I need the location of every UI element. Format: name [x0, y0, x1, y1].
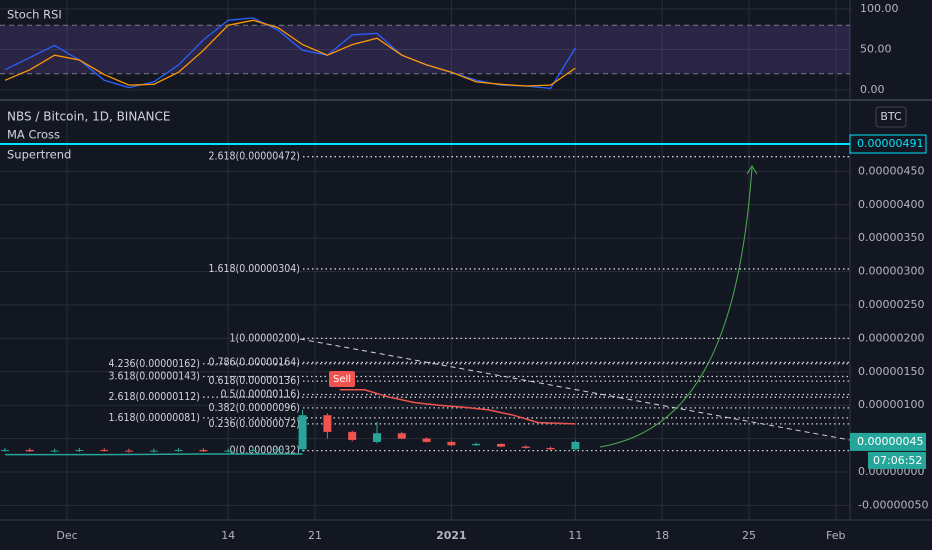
countdown-label: 07:06:52	[873, 454, 922, 467]
candle-body	[447, 441, 456, 446]
price-tick-label: 0.00000450	[858, 164, 924, 177]
time-tick-label: 18	[655, 529, 669, 542]
fib-label: 0.618(0.00000136)	[209, 375, 301, 387]
candle-body	[100, 449, 109, 451]
candle-body	[521, 446, 530, 448]
price-tick-label: 0.00000400	[858, 198, 924, 211]
countdown-badge	[868, 451, 926, 469]
candle-body	[1, 449, 9, 451]
plot: 100.00 50.00 0.00 0.00000450 0.00000400 0.000…	[0, 2, 928, 542]
price-tick-label: 0.00000150	[858, 365, 924, 378]
stoch-band	[0, 25, 850, 74]
price-tick-label: 0.00000200	[858, 331, 924, 344]
time-tick-label: Dec	[56, 529, 77, 542]
candle-body	[348, 431, 357, 440]
time-tick-label: 25	[742, 529, 756, 542]
fib-label: 2.618(0.00000472)	[209, 151, 301, 163]
currency-badge[interactable]	[875, 106, 907, 128]
fib-label: 0.5(0.00000116)	[221, 389, 300, 401]
stoch-tick-label: 50.00	[860, 43, 892, 56]
trend-line	[299, 338, 851, 441]
indicator-title: MA Cross	[7, 128, 60, 142]
symbol-title: NBS / Bitcoin, 1D, BINANCE	[7, 110, 170, 124]
price-tick-label: 0.00000350	[858, 231, 924, 244]
candle-body	[373, 433, 381, 442]
fib-label: 4.236(0.00000162)	[109, 358, 201, 370]
alert-label: 0.00000491	[857, 137, 923, 150]
candle-body	[75, 449, 84, 451]
fib-label: 1.618(0.00000304)	[209, 263, 301, 275]
candle-body	[273, 449, 282, 451]
arrow-curve	[599, 167, 753, 448]
candle-body	[323, 415, 332, 432]
time-tick-label: 14	[221, 529, 235, 542]
fib-label: 1(0.00000200)	[230, 332, 300, 344]
sell-label: Sell	[333, 374, 351, 385]
indicator-title: Stoch RSI	[7, 8, 62, 22]
candle-body	[546, 447, 555, 450]
fib-label: 3.618(0.00000143)	[109, 370, 201, 382]
time-tick-label: 2021	[436, 529, 467, 542]
candle-body	[125, 450, 133, 452]
candle-body	[199, 449, 208, 452]
fib-label: 0.786(0.00000164)	[209, 356, 301, 368]
currency-label[interactable]: BTC	[880, 110, 902, 123]
stoch-line	[4, 19, 576, 87]
grid	[0, 0, 850, 520]
arrow-head	[746, 165, 758, 175]
time-tick-label: Feb	[826, 529, 845, 542]
fib-label: 1.618(0.00000081)	[109, 412, 201, 424]
candle-body	[298, 415, 307, 450]
price-tick-label: -0.00000050	[858, 498, 928, 511]
stoch-tick-label: 100.00	[860, 2, 899, 15]
candle-body	[224, 450, 233, 452]
indicator-title: Supertrend	[7, 148, 71, 162]
last-price-label: 0.00000045	[857, 435, 923, 448]
candle-body	[149, 450, 158, 452]
fib-label: 0.382(0.00000096)	[209, 402, 301, 414]
fib-label: 0(0.00000032)	[230, 445, 300, 457]
candle-body	[497, 443, 505, 447]
candle-body	[571, 441, 580, 450]
sell-badge	[329, 371, 355, 387]
stoch-tick-label: 0.00	[860, 83, 885, 96]
alert-badge	[849, 134, 927, 154]
supertrend-line	[339, 389, 576, 425]
candle-body	[422, 438, 431, 442]
candle-body	[397, 433, 406, 439]
fib-label: 0.236(0.00000072)	[209, 418, 301, 430]
candle-body	[472, 443, 481, 446]
candle-body	[50, 450, 59, 452]
last-price-badge	[850, 432, 926, 451]
price-tick-label: 0.00000100	[858, 398, 924, 411]
candle-body	[174, 449, 183, 451]
candle-body	[25, 449, 34, 452]
time-tick-label: 11	[568, 529, 582, 542]
time-tick-label: 21	[308, 529, 322, 542]
price-tick-label: 0.00000250	[858, 298, 924, 311]
stoch-line	[4, 17, 576, 90]
candle-body	[249, 449, 257, 451]
fib-label: 2.618(0.00000112)	[109, 391, 201, 403]
price-tick-label: 0.00000300	[858, 265, 924, 278]
supertrend-line	[5, 453, 303, 456]
